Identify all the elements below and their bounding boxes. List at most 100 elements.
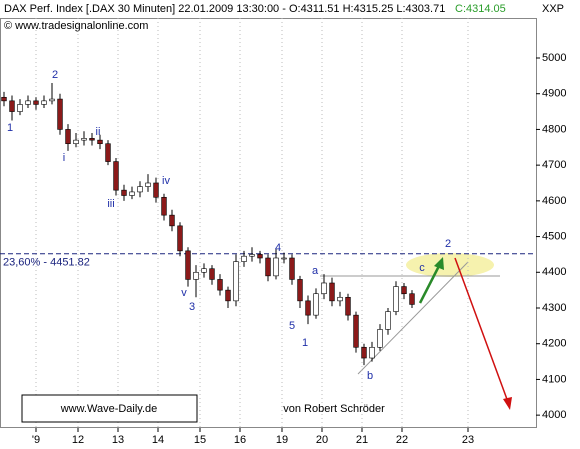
wave-label: iv bbox=[162, 175, 170, 187]
x-tick-label: 15 bbox=[194, 434, 206, 446]
candle-body bbox=[105, 143, 111, 162]
wave-label: c bbox=[419, 262, 425, 274]
candle-body bbox=[113, 161, 119, 191]
wave-label: 3 bbox=[189, 301, 195, 313]
wave-label: 4 bbox=[275, 242, 281, 254]
candle-body bbox=[9, 100, 15, 112]
candle-body bbox=[289, 257, 295, 280]
candle-body bbox=[97, 139, 103, 145]
wave-label: v bbox=[181, 287, 187, 299]
candle-body bbox=[137, 186, 143, 193]
candle-body bbox=[361, 346, 367, 359]
candle-body bbox=[401, 286, 407, 295]
candle-body bbox=[321, 282, 327, 295]
y-tick-label: 4800 bbox=[542, 123, 566, 135]
arrow-down bbox=[454, 257, 509, 403]
x-tick-label: 14 bbox=[152, 434, 164, 446]
candle-body bbox=[185, 250, 191, 280]
candle-body bbox=[145, 182, 151, 187]
candle-body bbox=[369, 346, 375, 359]
candle-body bbox=[89, 138, 95, 141]
candle-body bbox=[329, 282, 335, 302]
candle-body bbox=[153, 182, 159, 198]
arrow-head bbox=[503, 397, 512, 410]
candle-body bbox=[273, 257, 279, 277]
candle-body bbox=[233, 261, 239, 302]
y-tick-label: 4000 bbox=[542, 409, 566, 421]
candle-body bbox=[249, 254, 255, 257]
candle-body bbox=[241, 255, 247, 262]
x-tick-label: 13 bbox=[112, 434, 124, 446]
candle-body bbox=[65, 129, 71, 145]
website-box bbox=[21, 394, 198, 423]
candle-body bbox=[33, 100, 39, 105]
candle-body bbox=[1, 96, 7, 102]
x-tick-label: '9 bbox=[32, 434, 40, 446]
candle-body bbox=[57, 98, 63, 130]
candle-body bbox=[225, 289, 231, 302]
x-tick-label: 23 bbox=[462, 434, 474, 446]
candle-body bbox=[41, 100, 47, 105]
wave-label: 1 bbox=[7, 122, 13, 134]
candle-body bbox=[193, 271, 199, 280]
x-tick-label: 16 bbox=[234, 434, 246, 446]
arrow-head bbox=[434, 257, 444, 270]
y-tick-label: 4500 bbox=[542, 230, 566, 242]
x-tick-label: 12 bbox=[72, 434, 84, 446]
candle-body bbox=[201, 268, 207, 273]
wave-label: i bbox=[63, 152, 65, 164]
candle-body bbox=[297, 279, 303, 302]
symbol: XXP bbox=[542, 3, 564, 15]
y-tick-label: 5000 bbox=[542, 52, 566, 64]
wave-label: a bbox=[312, 265, 319, 277]
y-tick-label: 4400 bbox=[542, 266, 566, 278]
x-tick-label: 22 bbox=[396, 434, 408, 446]
x-tick-label: 21 bbox=[356, 434, 368, 446]
y-tick-label: 4600 bbox=[542, 195, 566, 207]
candle-body bbox=[313, 293, 319, 316]
close-value: C:4314.05 bbox=[455, 3, 506, 15]
x-tick-label: 19 bbox=[276, 434, 288, 446]
candle-body bbox=[209, 268, 215, 280]
candle-body bbox=[73, 139, 79, 145]
target-zone bbox=[406, 253, 494, 277]
candle-body bbox=[265, 257, 271, 277]
wave-label: 2 bbox=[52, 69, 58, 81]
candle-body bbox=[25, 100, 31, 105]
wave-label: 2 bbox=[445, 238, 451, 250]
candle-body bbox=[177, 225, 183, 252]
candle-body bbox=[49, 98, 55, 102]
wave-label: 5 bbox=[289, 320, 295, 332]
wave-label: iii bbox=[107, 198, 114, 210]
chart-title: DAX Perf. Index [.DAX 30 Minuten] 22.01.… bbox=[4, 3, 445, 15]
x-tick-label: 20 bbox=[316, 434, 328, 446]
candle-body bbox=[17, 104, 23, 112]
wave-label: 1 bbox=[302, 337, 308, 349]
candle-body bbox=[409, 293, 415, 305]
candle-body bbox=[393, 286, 399, 312]
y-tick-label: 4700 bbox=[542, 159, 566, 171]
trend-line bbox=[357, 261, 469, 375]
y-tick-label: 4300 bbox=[542, 302, 566, 314]
candle-body bbox=[121, 189, 127, 196]
y-tick-label: 4100 bbox=[542, 373, 566, 385]
candle-body bbox=[385, 311, 391, 330]
plot-frame bbox=[0, 18, 537, 428]
website: www.Wave-Daily.de bbox=[60, 403, 158, 415]
candle-body bbox=[129, 191, 135, 196]
y-tick-label: 4200 bbox=[542, 338, 566, 350]
candle-body bbox=[217, 279, 223, 291]
candle-body bbox=[161, 196, 167, 216]
candle-body bbox=[257, 254, 263, 259]
candle-body bbox=[81, 138, 87, 141]
wave-label: ii bbox=[96, 126, 101, 138]
y-tick-label: 4900 bbox=[542, 88, 566, 100]
candle-body bbox=[337, 296, 343, 302]
arrow-up bbox=[418, 263, 442, 304]
wave-label: b bbox=[367, 370, 373, 382]
fib-label: 23,60% - 4451.82 bbox=[3, 257, 90, 269]
candle-body bbox=[345, 296, 351, 316]
source: © www.tradesignalonline.com bbox=[4, 20, 148, 32]
candle-body bbox=[281, 257, 287, 260]
